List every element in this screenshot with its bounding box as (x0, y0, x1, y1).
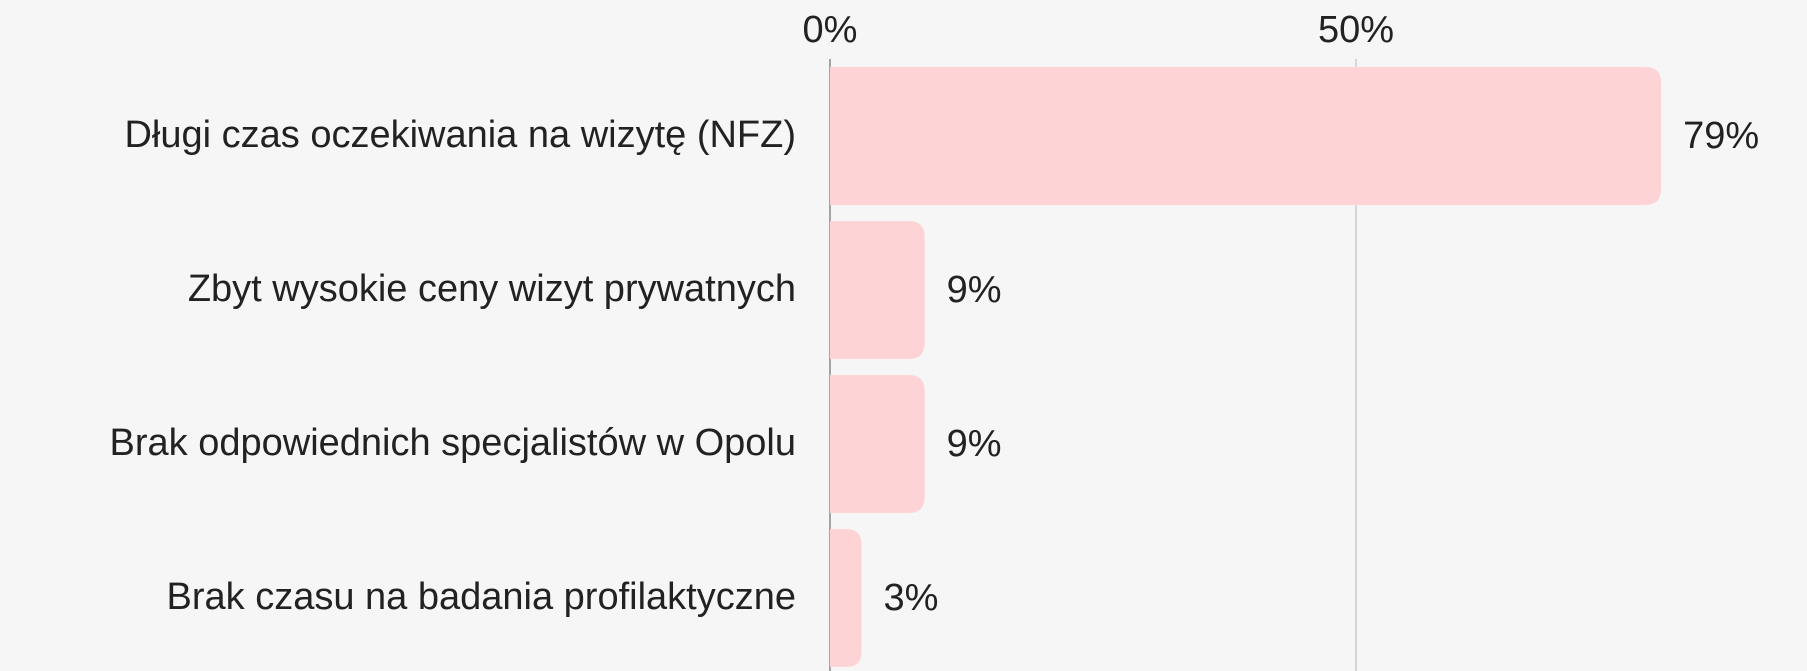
y-tick-label: Brak odpowiednich specjalistów w Opolu (110, 422, 796, 464)
bar (830, 375, 925, 513)
value-label: 3% (884, 577, 939, 619)
x-tick-label: 50% (1318, 9, 1394, 51)
value-label: 9% (947, 423, 1002, 465)
bar (830, 221, 925, 359)
value-label: 79% (1683, 115, 1759, 157)
y-tick-label: Brak czasu na badania profilaktyczne (167, 576, 796, 618)
bar (830, 529, 862, 667)
y-tick-label: Długi czas oczekiwania na wizytę (NFZ) (124, 114, 796, 156)
x-tick-label: 0% (803, 9, 858, 51)
bar (830, 67, 1662, 205)
y-tick-label: Zbyt wysokie ceny wizyt prywatnych (188, 268, 796, 310)
value-label: 9% (947, 269, 1002, 311)
